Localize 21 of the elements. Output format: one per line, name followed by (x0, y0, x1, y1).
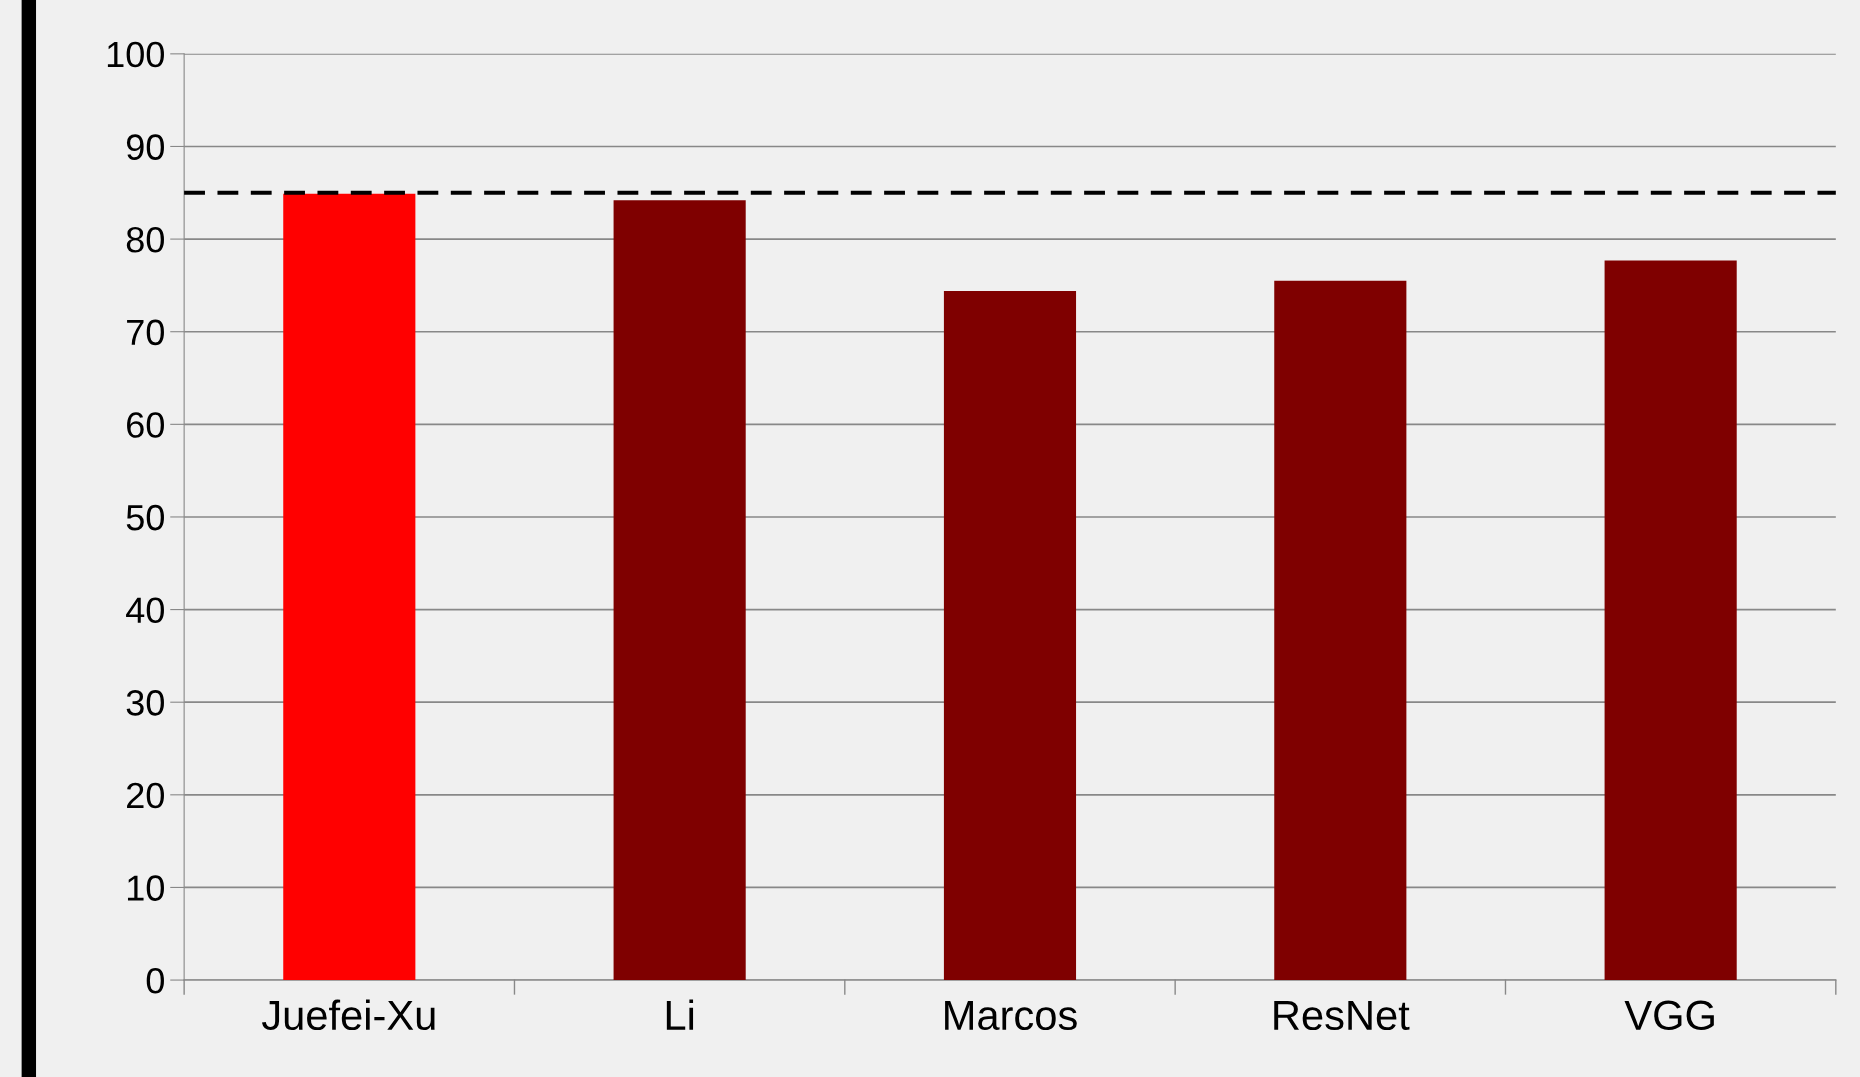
y-tick-label: 90 (126, 134, 164, 160)
y-tick-label: 50 (126, 504, 164, 531)
x-tick-label: VGG (1624, 1000, 1714, 1031)
y-tick-label: 0 (146, 967, 164, 994)
y-tick-label: 30 (126, 690, 164, 716)
bar (613, 200, 746, 981)
bar (1274, 280, 1407, 981)
y-tick-label: 60 (127, 412, 164, 438)
y-tick-label: 70 (127, 319, 164, 346)
x-tick-label: Juefei-Xu (261, 999, 435, 1031)
bar (943, 290, 1077, 981)
y-tick-label: 80 (126, 226, 164, 253)
y-tick-label: 10 (127, 875, 164, 901)
x-tick-label: ResNet (1274, 1001, 1410, 1031)
bar (283, 193, 416, 981)
y-tick-label: 40 (126, 597, 164, 624)
x-tick-label: Marcos (945, 1001, 1077, 1031)
bar (1604, 260, 1737, 981)
y-tick-label: 100 (107, 41, 164, 68)
x-tick-label: Li (666, 999, 694, 1030)
y-tick-label: 20 (127, 782, 164, 809)
